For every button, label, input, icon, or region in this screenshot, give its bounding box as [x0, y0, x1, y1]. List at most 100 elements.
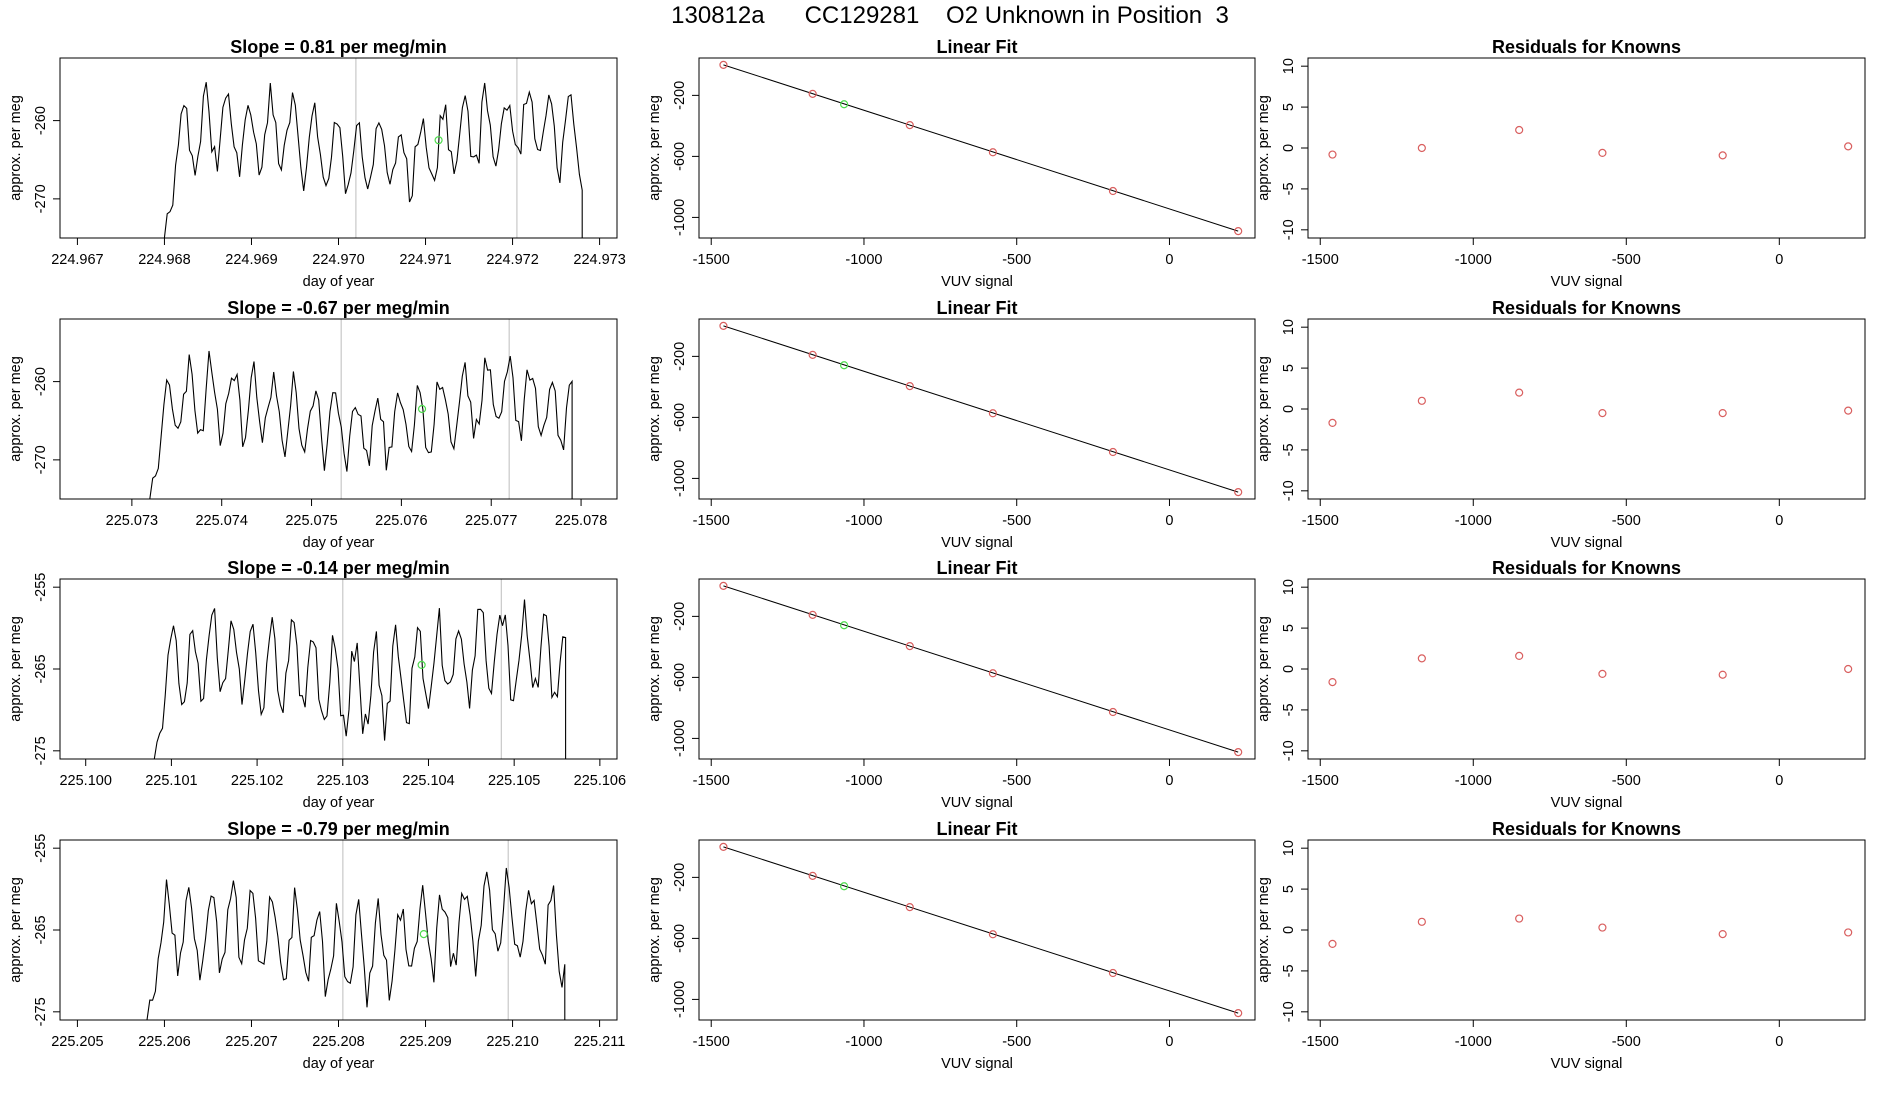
y-tick-label: -1000 — [672, 199, 688, 236]
x-tick-label: 225.074 — [195, 513, 247, 529]
residual-point — [1598, 408, 1607, 418]
chart-title: Slope = -0.67 per meg/min — [227, 298, 450, 318]
x-axis-label: VUV signal — [941, 535, 1013, 551]
y-tick-label: 5 — [1281, 885, 1297, 893]
chart-title: Residuals for Knowns — [1492, 298, 1681, 318]
residual-point — [1515, 914, 1524, 923]
plot-area — [146, 840, 566, 1020]
plot-frame — [698, 57, 1256, 239]
chart-resid-2: Residuals for Knowns VUV signal approx. pe… — [1256, 298, 1866, 551]
y-tick-label: 10 — [1281, 319, 1297, 335]
known-point — [808, 350, 817, 359]
y-tick-label: -1000 — [672, 460, 688, 497]
chart-resid-1: Residuals for Knowns VUV signal approx. pe… — [1256, 37, 1866, 290]
y-tick-label: 0 — [1281, 405, 1297, 413]
fit-line — [723, 325, 1239, 493]
x-tick-label: -500 — [1002, 252, 1031, 268]
y-tick-label: -275 — [33, 736, 49, 765]
plot-area — [719, 60, 1243, 236]
y-tick-label: -5 — [1281, 443, 1297, 456]
chart-resid-3: Residuals for Knowns VUV signal approx. pe… — [1256, 558, 1866, 811]
residual-point — [1417, 654, 1426, 663]
known-point — [719, 321, 728, 330]
x-tick-label: 225.207 — [225, 1034, 277, 1050]
known-point — [1108, 447, 1118, 457]
plot-frame — [59, 578, 618, 760]
y-tick-label: -600 — [672, 924, 688, 953]
x-tick-label: 225.208 — [312, 1034, 364, 1050]
x-tick-label: 224.971 — [399, 252, 451, 268]
x-axis-label: day of year — [303, 795, 375, 811]
x-tick-label: 225.211 — [574, 1034, 625, 1050]
x-tick-label: 224.970 — [312, 252, 364, 268]
chart-fit-1: Linear Fit VUV signal approx. per meg -1500… — [647, 37, 1256, 290]
plot-area — [1328, 125, 1853, 160]
residual-point — [1328, 677, 1337, 687]
residual-point — [1328, 418, 1337, 428]
x-tick-label: 224.969 — [225, 252, 277, 268]
page-title: 130812a CC129281 O2 Unknown in Position … — [671, 2, 1229, 29]
chart-time-2: Slope = -0.67 per meg/min day of year appr… — [8, 298, 618, 551]
y-axis-label: approx. per meg — [1256, 616, 1272, 722]
chart-fit-2: Linear Fit VUV signal approx. per meg -1500… — [647, 298, 1256, 551]
x-axis-label: VUV signal — [941, 1056, 1013, 1072]
known-point — [988, 669, 997, 678]
x-tick-label: -1000 — [845, 1034, 882, 1050]
x-tick-label: -500 — [1612, 252, 1641, 268]
plot-area — [1328, 388, 1853, 428]
y-tick-label: -10 — [1281, 740, 1297, 761]
chart-fit-4: Linear Fit VUV signal approx. per meg -1500… — [647, 819, 1256, 1072]
plot-area — [153, 579, 567, 759]
x-tick-label: 224.968 — [138, 252, 190, 268]
x-tick-label: 225.076 — [375, 513, 427, 529]
unknown-point — [840, 882, 849, 891]
chart-title: Residuals for Knowns — [1492, 819, 1681, 839]
x-tick-label: -1000 — [1455, 773, 1492, 789]
x-tick-label: 225.101 — [145, 773, 197, 789]
x-tick-label: 0 — [1165, 252, 1173, 268]
known-point — [808, 871, 817, 880]
y-axis-label: approx. per meg — [1256, 877, 1272, 983]
chart-title: Slope = 0.81 per meg/min — [230, 37, 447, 57]
plot-area — [149, 319, 573, 499]
known-point — [905, 903, 914, 912]
plot-frame — [698, 578, 1256, 760]
y-tick-label: -255 — [33, 573, 49, 602]
x-tick-label: 225.077 — [465, 513, 517, 529]
x-tick-label: 225.209 — [399, 1034, 451, 1050]
x-tick-label: 225.075 — [285, 513, 337, 529]
y-tick-label: -265 — [33, 654, 49, 683]
known-point — [1108, 968, 1118, 978]
known-point — [988, 930, 997, 939]
x-tick-label: -1500 — [1302, 252, 1339, 268]
fit-line — [723, 64, 1239, 232]
x-tick-label: 0 — [1165, 773, 1173, 789]
y-tick-label: -10 — [1281, 219, 1297, 240]
residual-point — [1844, 406, 1853, 415]
x-tick-label: 225.210 — [486, 1034, 538, 1050]
x-tick-label: -500 — [1002, 513, 1031, 529]
chart-title: Linear Fit — [936, 558, 1017, 578]
chart-time-3: Slope = -0.14 per meg/min day of year appr… — [8, 558, 626, 811]
unknown-point — [434, 136, 443, 145]
plot-area — [719, 321, 1243, 497]
x-axis-label: VUV signal — [941, 795, 1013, 811]
residual-point — [1417, 917, 1426, 926]
series-line — [149, 350, 573, 499]
plot-area — [719, 842, 1243, 1018]
residual-point — [1718, 929, 1727, 939]
x-tick-label: 225.102 — [231, 773, 283, 789]
y-axis-label: approx. per meg — [647, 95, 663, 201]
y-tick-label: -275 — [33, 997, 49, 1026]
plot-area — [1328, 651, 1853, 687]
x-tick-label: -1500 — [1302, 773, 1339, 789]
y-tick-label: -5 — [1281, 703, 1297, 716]
chart-title: Slope = -0.14 per meg/min — [227, 558, 450, 578]
residual-point — [1844, 142, 1853, 151]
unknown-point — [840, 100, 849, 109]
x-tick-label: -500 — [1002, 773, 1031, 789]
known-point — [905, 642, 914, 651]
series-line — [153, 599, 567, 759]
residual-point — [1598, 148, 1607, 158]
known-point — [1108, 707, 1118, 717]
